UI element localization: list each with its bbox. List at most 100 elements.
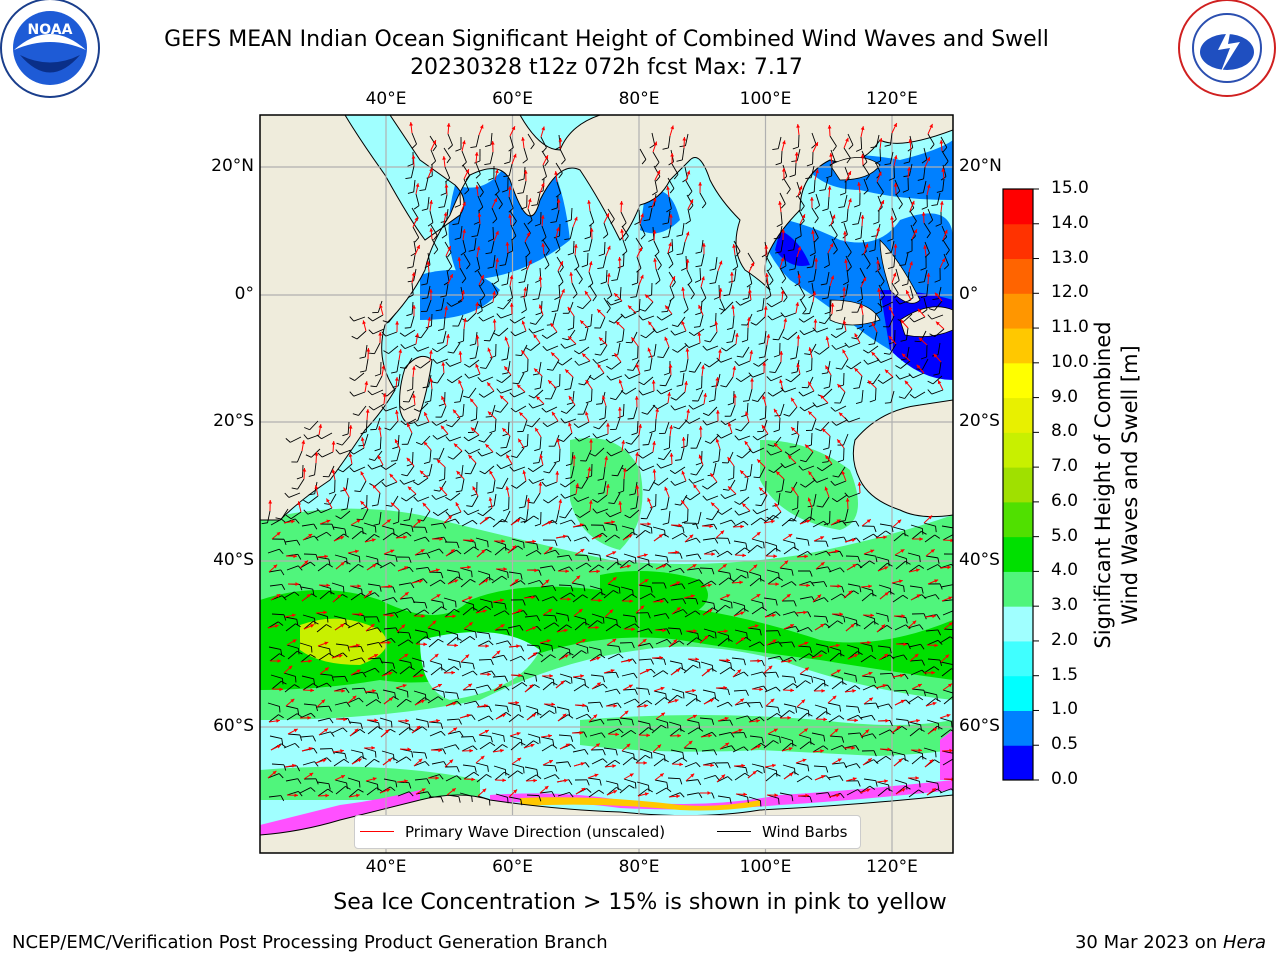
wind-barb <box>917 180 927 195</box>
wave-direction-arrow <box>795 302 800 314</box>
wave-direction-arrow <box>585 379 593 390</box>
wind-barb <box>863 345 879 354</box>
wind-barb <box>477 451 494 457</box>
wind-barb <box>814 346 830 355</box>
wave-direction-arrow <box>409 122 414 134</box>
wind-barb <box>829 135 837 152</box>
wind-barb <box>555 237 561 254</box>
wave-direction-arrow <box>668 363 673 376</box>
wave-direction-arrow <box>904 380 913 390</box>
wind-barb <box>495 193 503 210</box>
wind-barb <box>767 314 784 321</box>
wind-barb <box>631 270 639 286</box>
wind-barb <box>478 432 493 443</box>
wind-barb <box>532 286 542 301</box>
wind-barb <box>529 314 544 325</box>
wind-barb <box>685 208 691 225</box>
lat-tick-left: 20°S <box>213 411 254 431</box>
legend-wind-barbs: Wind Barbs <box>762 823 848 841</box>
wind-barb <box>446 417 461 428</box>
wind-barb <box>909 210 917 227</box>
wind-barb <box>927 375 943 385</box>
wind-barb <box>843 147 851 164</box>
wave-direction-arrow <box>762 361 767 374</box>
wind-barb <box>521 433 529 449</box>
wind-barb <box>627 406 638 420</box>
wind-barb <box>594 316 606 329</box>
wind-barb <box>446 375 463 384</box>
wind-barb <box>431 238 439 255</box>
wave-direction-arrow <box>685 347 690 360</box>
colorbar-bin <box>1003 189 1033 225</box>
wind-barb <box>391 359 400 374</box>
wave-direction-arrow <box>901 353 911 362</box>
wind-barb <box>708 387 717 402</box>
wind-barb <box>464 373 481 379</box>
wind-barb <box>480 357 493 369</box>
wind-barb <box>589 285 597 302</box>
wind-barb <box>477 301 494 309</box>
wind-barb <box>642 432 653 446</box>
wind-barb <box>557 432 573 442</box>
lat-tick-left: 60°S <box>213 716 254 736</box>
wave-direction-arrow <box>460 201 466 213</box>
wave-direction-arrow <box>412 304 416 317</box>
wind-barb <box>825 163 833 179</box>
wave-direction-arrow <box>585 411 590 423</box>
wave-direction-arrow <box>926 184 931 196</box>
noaa-logo: NOAA <box>0 0 100 98</box>
wind-barb <box>851 300 863 313</box>
wave-direction-arrow <box>301 440 306 452</box>
wind-barb <box>457 403 465 419</box>
wind-barb <box>502 177 509 193</box>
wave-direction-arrow <box>927 123 933 135</box>
wave-direction-arrow <box>700 276 705 288</box>
wave-direction-arrow <box>876 171 882 183</box>
wind-barb <box>614 286 622 302</box>
wave-direction-arrow <box>797 185 803 197</box>
wind-barb <box>799 404 816 412</box>
wave-direction-arrow <box>511 153 517 165</box>
wind-barb <box>703 359 720 368</box>
wave-direction-arrow <box>934 292 943 302</box>
wind-barb <box>574 254 580 271</box>
wave-direction-arrow <box>458 379 464 391</box>
wave-direction-arrow <box>871 322 878 333</box>
wind-barb <box>643 207 653 222</box>
wind-barb <box>494 402 509 413</box>
wind-barb <box>556 256 564 273</box>
wind-barb <box>780 286 788 303</box>
wind-barb <box>676 241 686 256</box>
wave-direction-arrow <box>717 260 723 272</box>
wind-barb <box>908 372 925 379</box>
wind-barb <box>920 283 929 298</box>
wind-barb <box>823 374 832 389</box>
wave-direction-arrow <box>492 318 497 331</box>
wave-direction-arrow <box>568 422 573 434</box>
wave-direction-arrow <box>579 319 589 329</box>
wind-barb <box>940 136 948 153</box>
wave-direction-arrow <box>569 272 574 284</box>
wave-direction-arrow <box>830 214 836 226</box>
wind-barb <box>493 327 509 337</box>
wave-direction-arrow <box>606 422 610 435</box>
lat-tick-left: 20°N <box>211 156 254 176</box>
colorbar-bin <box>1003 710 1033 746</box>
wind-barb <box>683 297 689 314</box>
wind-barb <box>670 330 687 336</box>
wind-barb <box>644 357 653 372</box>
wave-direction-arrow <box>559 288 565 300</box>
colorbar-tick-label: 0.0 <box>1051 769 1079 789</box>
wind-barb <box>491 207 498 224</box>
wave-direction-arrow <box>550 322 558 333</box>
wave-direction-arrow <box>911 228 918 240</box>
colorbar-tick-label: 14.0 <box>1051 212 1089 233</box>
wind-barb <box>583 238 593 252</box>
wind-barb <box>920 255 927 271</box>
wave-direction-arrow <box>669 213 673 226</box>
wave-direction-arrow <box>652 141 658 153</box>
wave-direction-arrow <box>493 230 499 242</box>
wave-direction-arrow <box>415 333 420 345</box>
wind-barb <box>471 223 481 238</box>
wind-barb <box>370 375 383 388</box>
